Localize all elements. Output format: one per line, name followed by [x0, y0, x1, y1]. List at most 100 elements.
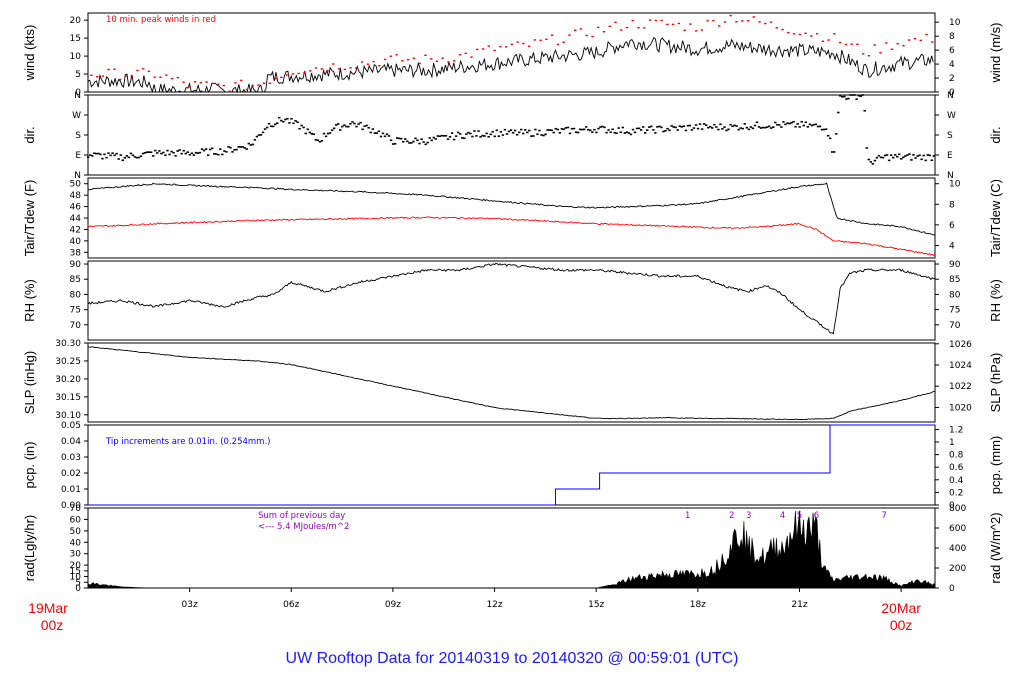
dir-point	[772, 126, 775, 128]
wind-annotation: 10 min. peak winds in red	[106, 15, 216, 25]
slp-ytick-label: 30.10	[55, 411, 81, 421]
wind-peak-point	[689, 23, 692, 25]
dir-point	[853, 94, 856, 96]
dir-point	[922, 154, 925, 157]
wind-peak-point	[481, 48, 485, 50]
wind-peak-point	[159, 76, 162, 78]
dir-point	[585, 126, 588, 128]
dir-point	[711, 127, 714, 129]
wind-peak-point	[683, 29, 686, 32]
dir-point	[420, 138, 423, 141]
dir-point	[733, 124, 736, 127]
dir-point	[522, 132, 525, 135]
wind-ylabel: wind (kts)	[22, 25, 37, 82]
wind-peak-point	[113, 68, 116, 70]
time-tick-label: 06z	[283, 600, 299, 610]
dir-point	[713, 123, 716, 126]
time-tick-label: 09z	[385, 600, 401, 610]
dir-point	[635, 127, 639, 130]
dir-point	[845, 98, 848, 100]
dir-point	[700, 128, 704, 130]
wind-peak-point	[666, 23, 669, 26]
dir-point	[245, 148, 248, 150]
wind-peak-point	[470, 56, 473, 58]
wind-peak-point	[591, 35, 594, 38]
dir-point	[91, 155, 94, 157]
wind-peak-point	[585, 34, 588, 37]
slp-rtick-label: 1020	[949, 403, 972, 413]
wind-peak-point	[510, 43, 514, 46]
dir-point	[97, 152, 100, 155]
dir-point	[534, 128, 537, 131]
dir-rtick-label: W	[947, 111, 956, 121]
dir-point	[225, 151, 228, 153]
pcp-rtick-label: 1.2	[949, 425, 963, 435]
dir-point	[692, 127, 696, 129]
wind-ytick-label: 20	[70, 16, 82, 26]
rh-ytick-label: 75	[70, 306, 81, 316]
dir-point	[792, 120, 795, 123]
dir-point	[139, 155, 143, 157]
dir-point	[410, 142, 413, 144]
wind-peak-point	[435, 60, 439, 63]
wind-peak-point	[234, 82, 237, 84]
wind-peak-point	[741, 20, 744, 22]
dir-point	[743, 123, 746, 125]
rad-rtick-label: 0	[949, 584, 955, 594]
dir-point	[601, 125, 604, 128]
time-tick-label: 03z	[182, 600, 198, 610]
wind-peak-point	[170, 77, 174, 80]
dir-point	[318, 140, 322, 143]
wind-peak-point	[712, 19, 715, 22]
wind-peak-point	[931, 41, 934, 43]
dir-point	[89, 154, 92, 156]
dir-point	[119, 154, 122, 156]
rh-frame	[87, 260, 936, 341]
dir-point	[438, 135, 442, 138]
wind-peak-point	[522, 42, 525, 45]
dir-point	[800, 120, 803, 123]
wind-peak-point	[643, 27, 646, 29]
wind-peak-point	[199, 82, 203, 84]
wind-peak-point	[919, 39, 922, 42]
wind-peak-point	[602, 30, 606, 33]
dir-point	[456, 131, 460, 134]
pcp-rtick-label: 0.8	[949, 451, 964, 461]
dir-point	[369, 131, 372, 134]
rh-ytick-label: 80	[70, 290, 82, 300]
dir-point	[231, 151, 234, 153]
dir-point	[576, 131, 580, 134]
pcp-rtick-label: 0.2	[949, 488, 963, 498]
dir-point	[702, 123, 706, 125]
dir-point	[121, 159, 124, 162]
wind-peak-point	[286, 74, 289, 76]
rad-ytick-label: 5	[75, 578, 81, 588]
dir-point	[554, 127, 557, 130]
wind-peak-point	[821, 40, 825, 42]
wind-peak-point	[136, 69, 139, 72]
dir-point	[347, 125, 350, 128]
rh-ytick-label: 70	[70, 321, 82, 331]
dir-point	[546, 129, 549, 131]
dir-point	[906, 154, 909, 156]
dir-point	[383, 135, 387, 138]
dir-frame	[87, 94, 936, 176]
wind-peak-point	[700, 29, 704, 31]
dir-point	[255, 135, 259, 138]
rad-ytick-label: 10	[70, 573, 82, 583]
dir-point	[652, 129, 655, 131]
wind-peak-point	[280, 76, 283, 79]
dir-point	[105, 156, 108, 159]
dir-point	[835, 133, 838, 135]
rh-rtick-label: 80	[949, 290, 961, 300]
dir-point	[528, 129, 531, 132]
wind-peak-point	[746, 20, 750, 22]
dir-point	[889, 154, 893, 156]
dir-point	[536, 133, 539, 136]
dir-point	[131, 154, 135, 157]
dir-point	[849, 94, 852, 96]
wind-peak-point	[153, 76, 156, 78]
dir-point	[335, 124, 338, 126]
dir-point	[355, 125, 358, 128]
wind-peak-point	[406, 58, 410, 61]
